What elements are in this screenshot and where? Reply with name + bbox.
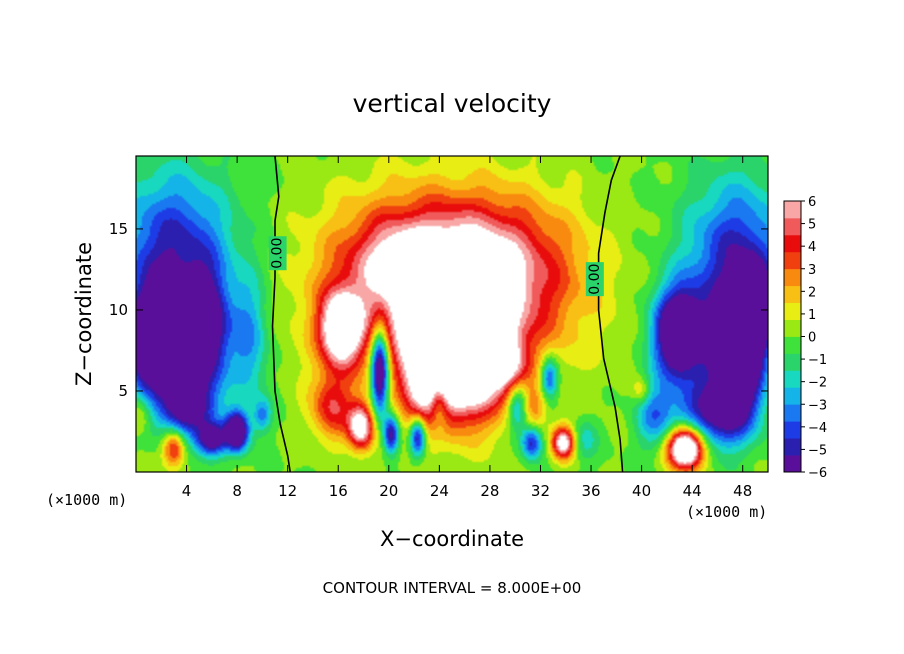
zero-contour-line	[597, 156, 624, 472]
colorbar-tick-label: 5	[808, 218, 816, 233]
contour-label-background	[268, 236, 287, 271]
colorbar-swatch	[784, 404, 801, 422]
contour-labels: 0.00 0.00	[268, 236, 604, 297]
colorbar-swatch	[784, 319, 801, 337]
colorbar-tick-label: 4	[808, 240, 816, 255]
colorbar-tick-label: −1	[808, 353, 827, 368]
colorbar-swatch	[784, 217, 801, 236]
colorbar-swatch	[784, 370, 801, 388]
contour-label-background	[585, 262, 604, 297]
x-unit-label-right: (×1000 m)	[686, 503, 767, 521]
colorbar: 6 5 4 3 2 1 0 −1 −2 −3 −4 −5 −6	[783, 195, 827, 481]
colorbar-tick-label: −3	[808, 398, 827, 413]
z-axis-ticks: 5 10 15	[109, 220, 768, 400]
contour-interval-note: CONTOUR INTERVAL = 8.000E+00	[323, 579, 582, 597]
x-tick-label: 36	[581, 482, 600, 500]
colorbar-swatch	[784, 387, 801, 405]
colorbar-swatch	[784, 302, 801, 320]
x-axis-ticks: 4 8 12 16 20 24 28 32 36 40 44 48	[182, 156, 752, 500]
colorbar-tick-label: 0	[808, 331, 816, 346]
x-tick-label: 16	[329, 482, 348, 500]
contour-label: 0.00	[270, 238, 286, 269]
contour-lines	[271, 156, 624, 472]
x-tick-label: 8	[232, 482, 242, 500]
x-tick-label: 12	[278, 482, 297, 500]
z-tick-label: 15	[109, 220, 128, 238]
colorbar-tick-label: −4	[808, 421, 827, 436]
colorbar-tick-label: −2	[808, 376, 827, 391]
x-unit-label-left: (×1000 m)	[46, 491, 127, 509]
colorbar-swatch	[784, 251, 801, 270]
x-tick-label: 20	[379, 482, 398, 500]
z-tick-label: 10	[109, 301, 128, 319]
x-tick-label: 24	[430, 482, 449, 500]
plot-area: 0.00 0.00	[135, 155, 769, 473]
colorbar-swatch	[784, 438, 801, 456]
colorbar-swatch	[784, 336, 801, 354]
x-tick-label: 28	[480, 482, 499, 500]
x-axis-label: X−coordinate	[380, 527, 524, 551]
zero-contour-line	[271, 156, 291, 472]
x-tick-label: 44	[683, 482, 702, 500]
colorbar-tick-label: −6	[808, 466, 827, 481]
x-tick-label: 40	[632, 482, 651, 500]
colorbar-swatch	[784, 455, 801, 473]
x-tick-label: 48	[733, 482, 752, 500]
velocity-field-heatmap	[136, 156, 768, 472]
z-tick-label: 5	[118, 382, 128, 400]
x-tick-label: 4	[182, 482, 192, 500]
colorbar-swatch	[784, 353, 801, 371]
plot-frame	[135, 155, 769, 473]
colorbar-tick-label: 6	[808, 195, 816, 210]
colorbar-swatch	[784, 421, 801, 439]
contour-label: 0.00	[587, 264, 603, 295]
colorbar-tick-label: 2	[808, 285, 816, 300]
chart-title: vertical velocity	[353, 89, 552, 118]
colorbar-tick-label: 1	[808, 308, 816, 323]
colorbar-tick-label: −5	[808, 443, 827, 458]
colorbar-tick-label: 3	[808, 263, 816, 278]
x-tick-label: 32	[531, 482, 550, 500]
colorbar-swatch	[784, 201, 801, 219]
colorbar-swatch	[784, 268, 801, 287]
colorbar-swatch	[784, 234, 801, 253]
colorbar-swatch	[784, 285, 801, 304]
z-axis-label: Z−coordinate	[72, 242, 96, 386]
